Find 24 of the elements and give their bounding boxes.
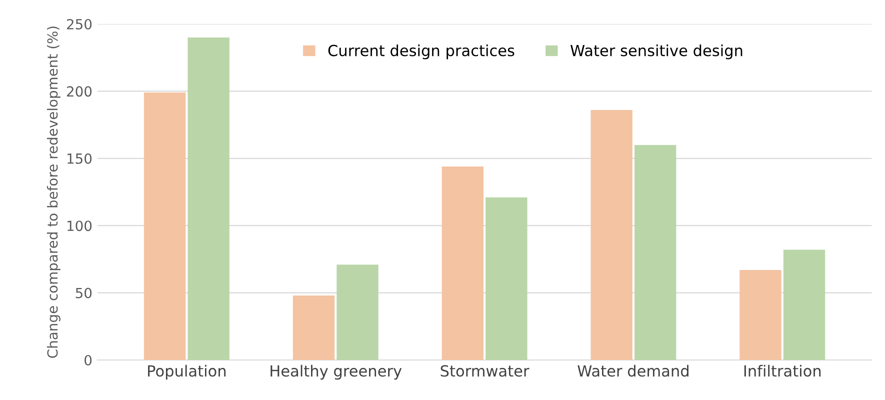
bar [336, 264, 378, 360]
bar [442, 166, 484, 360]
bar [144, 92, 186, 360]
x-tick-label: Healthy greenery [270, 364, 402, 380]
legend-label: Water sensitive design [570, 44, 742, 60]
y-tick-label: 150 [68, 153, 92, 164]
y-tick-label: 100 [68, 220, 92, 232]
bar [188, 37, 230, 360]
bar [783, 250, 826, 360]
y-tick-label: 250 [66, 18, 92, 30]
y-tick-label: 50 [76, 288, 92, 298]
y-tick-label: 200 [66, 86, 92, 97]
x-tick-label: Population [148, 364, 226, 380]
x-tick-label: Infiltration [744, 364, 821, 377]
bar [590, 110, 632, 360]
bar [486, 197, 528, 360]
bar [634, 144, 676, 360]
x-tick-label: Water demand [578, 364, 688, 377]
legend-label: Current design practices [328, 44, 514, 60]
y-tick-label: 0 [84, 354, 92, 366]
x-tick-label: Stormwater [440, 365, 530, 377]
bar [740, 270, 782, 360]
y-axis-title: Change compared to before redevelopment (%) [46, 26, 60, 358]
bar [292, 295, 335, 360]
